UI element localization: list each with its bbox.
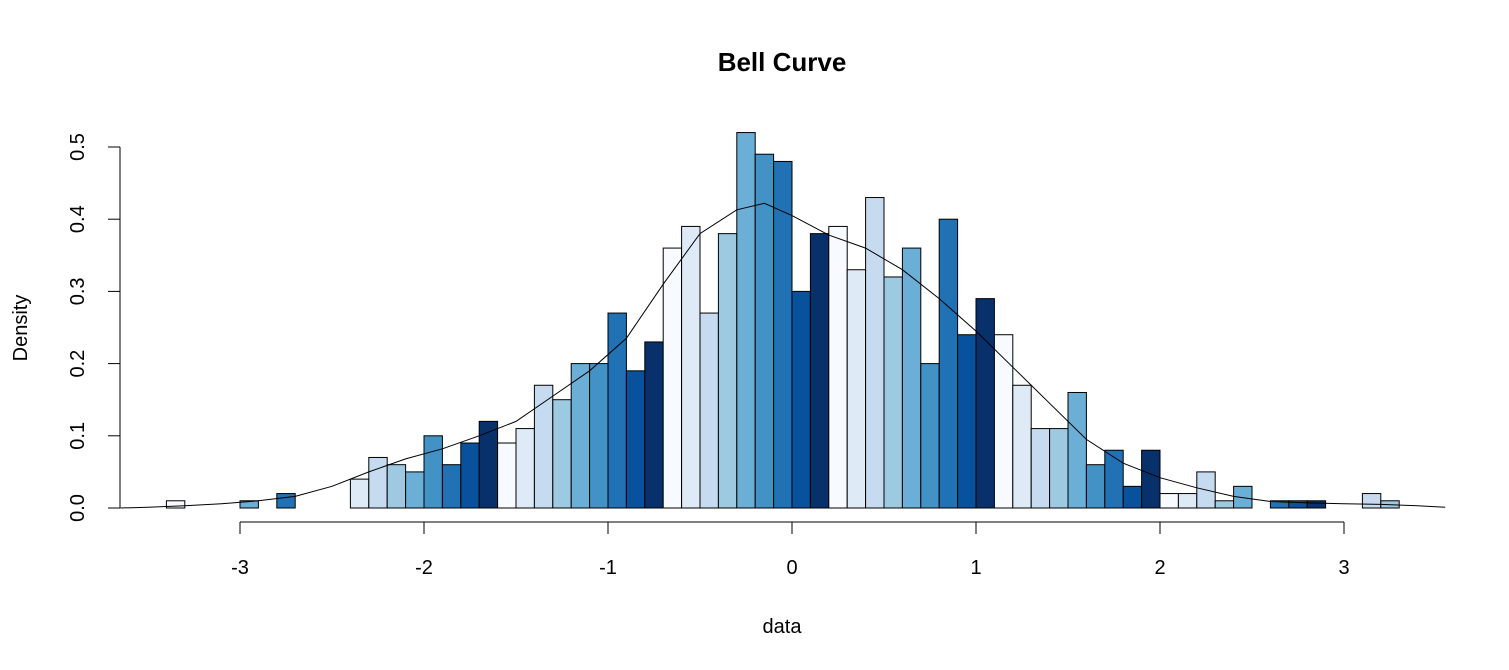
histogram-bar (1104, 449, 1124, 509)
histogram-bar (846, 269, 867, 509)
x-tick-label: 2 (1154, 557, 1165, 579)
histogram-bar (589, 363, 609, 509)
density-curve (120, 202, 1446, 509)
x-axis-label: data (763, 616, 803, 638)
histogram-bar (1141, 449, 1161, 509)
y-tick-label: 0.4 (67, 205, 89, 233)
histogram-bar (570, 363, 591, 509)
histogram-bar (497, 442, 517, 509)
histogram-bar (993, 334, 1014, 509)
histogram-bar (607, 312, 627, 509)
histogram-bar (1067, 391, 1087, 509)
histogram-bar (644, 341, 664, 509)
x-tick-label: -2 (415, 557, 433, 579)
histogram-bar (901, 247, 922, 509)
y-tick-label: 0.2 (67, 350, 89, 378)
histogram-bar (681, 225, 701, 509)
histogram-bar (349, 478, 370, 509)
x-tick-label: 1 (970, 557, 981, 579)
histogram-bar (828, 225, 848, 509)
histogram-bar (405, 471, 425, 509)
histogram-bar (773, 160, 793, 509)
x-tick-label: 3 (1338, 557, 1349, 579)
histogram-bar (1012, 384, 1032, 509)
histogram-bar (533, 384, 554, 509)
histogram-bar (423, 435, 443, 509)
histogram-bar (1233, 485, 1253, 509)
histogram-bar (791, 290, 811, 509)
histogram-bar (276, 493, 296, 509)
chart-title: Bell Curve (718, 47, 847, 77)
histogram-bar (1030, 428, 1051, 509)
histogram-bar (441, 464, 462, 509)
histogram-bar (809, 233, 830, 509)
histogram-bar (1361, 493, 1382, 509)
histogram-bar (1214, 500, 1235, 509)
histogram-bar (625, 370, 646, 509)
x-tick-label: -1 (599, 557, 617, 579)
histogram-bar (920, 363, 940, 509)
histogram-bar (662, 247, 683, 509)
histogram-bar (883, 276, 903, 509)
histogram-bar (938, 218, 959, 509)
histogram-bar (865, 197, 885, 509)
histogram-bar (754, 153, 775, 509)
histogram-bar (717, 233, 738, 509)
histogram-bar (1159, 493, 1179, 509)
histogram-bar (1122, 485, 1143, 509)
histogram-bars (165, 132, 1400, 509)
histogram-bar (515, 428, 535, 509)
histogram-bar (1306, 500, 1327, 509)
y-tick-label: 0.3 (67, 277, 89, 305)
x-axis: -3 -2 -1 0 1 2 3 (231, 521, 1350, 579)
x-tick-label: 0 (786, 557, 797, 579)
histogram-bar (699, 312, 719, 509)
histogram-bar (1177, 493, 1198, 509)
histogram-bar (975, 298, 995, 509)
y-axis: 0.0 0.1 0.2 0.3 0.4 0.5 (67, 133, 121, 522)
histogram-bar (736, 132, 756, 509)
histogram-bar (552, 399, 572, 509)
histogram-bar (239, 500, 259, 509)
y-tick-label: 0.1 (67, 422, 89, 450)
histogram-bar (165, 500, 186, 509)
x-tick-label: -3 (231, 557, 249, 579)
histogram-bar (368, 456, 388, 509)
histogram-bar (1085, 464, 1106, 509)
y-tick-label: 0.0 (67, 494, 89, 522)
histogram-bar (1049, 428, 1069, 509)
histogram-bar (957, 334, 977, 509)
histogram-bar (460, 442, 480, 509)
y-axis-label: Density (10, 295, 32, 362)
y-tick-label: 0.5 (67, 133, 89, 161)
histogram-bar (386, 464, 407, 509)
